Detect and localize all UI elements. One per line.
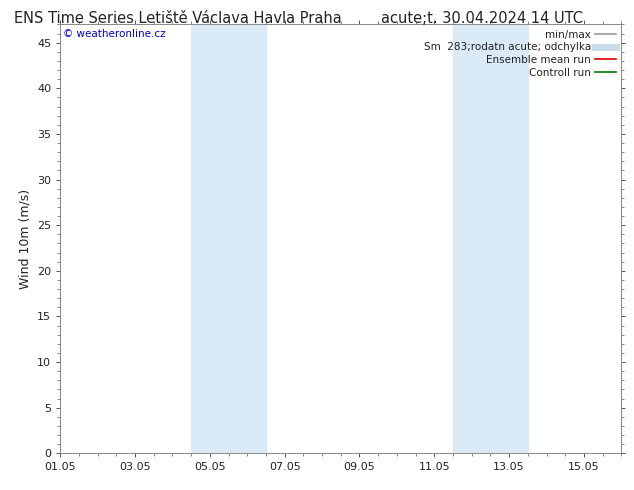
Y-axis label: Wind 10m (m/s): Wind 10m (m/s) (18, 189, 32, 289)
Bar (191, 24, 266, 453)
Text: © weatheronline.cz: © weatheronline.cz (63, 29, 165, 39)
Legend: min/max, Sm  283;rodatn acute; odchylka, Ensemble mean run, Controll run: min/max, Sm 283;rodatn acute; odchylka, … (422, 27, 618, 79)
Bar (453, 24, 527, 453)
Text: acute;t. 30.04.2024 14 UTC: acute;t. 30.04.2024 14 UTC (381, 11, 583, 26)
Text: ENS Time Series Letiště Václava Havla Praha: ENS Time Series Letiště Václava Havla Pr… (14, 11, 341, 26)
